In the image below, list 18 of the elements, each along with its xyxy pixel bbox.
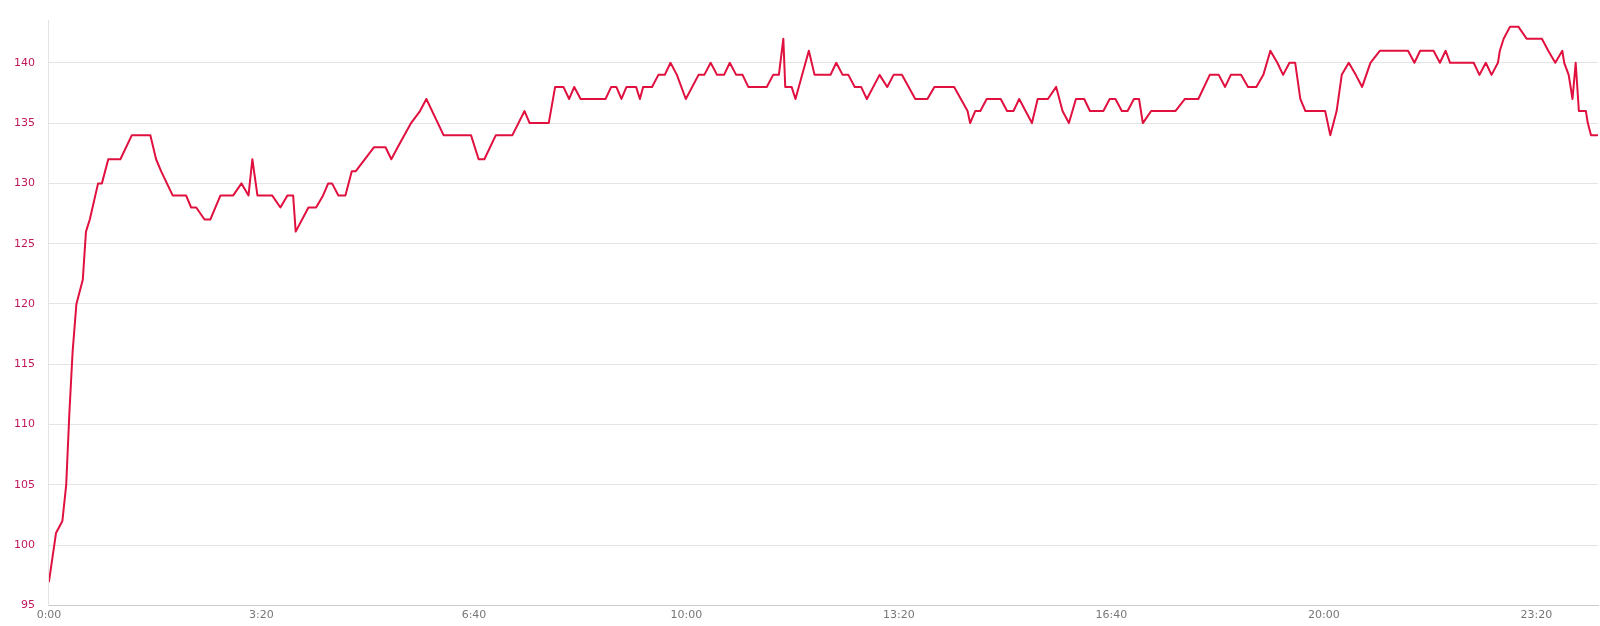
y-tick-label: 110 [14, 417, 35, 431]
x-tick-label: 23:20 [1520, 607, 1553, 621]
y-tick-label: 115 [14, 357, 35, 371]
y-tick-label: 95 [21, 598, 35, 612]
x-tick-label: 20:00 [1308, 607, 1340, 621]
x-tick-label: 0:00 [36, 607, 62, 621]
y-tick-label: 100 [14, 537, 35, 551]
x-tick-label: 16:40 [1095, 607, 1128, 621]
y-tick-label: 140 [14, 55, 35, 69]
y-tick-label: 130 [14, 176, 35, 190]
y-tick-label: 105 [14, 477, 35, 491]
x-tick-label: 13:20 [883, 607, 915, 621]
y-tick-label: 135 [14, 115, 35, 129]
x-tick-label: 6:40 [461, 607, 487, 621]
y-tick-label: 120 [14, 296, 35, 310]
y-tick-label: 125 [14, 236, 35, 250]
x-tick-label: 10:00 [670, 607, 703, 621]
x-tick-label: 3:20 [249, 607, 274, 621]
